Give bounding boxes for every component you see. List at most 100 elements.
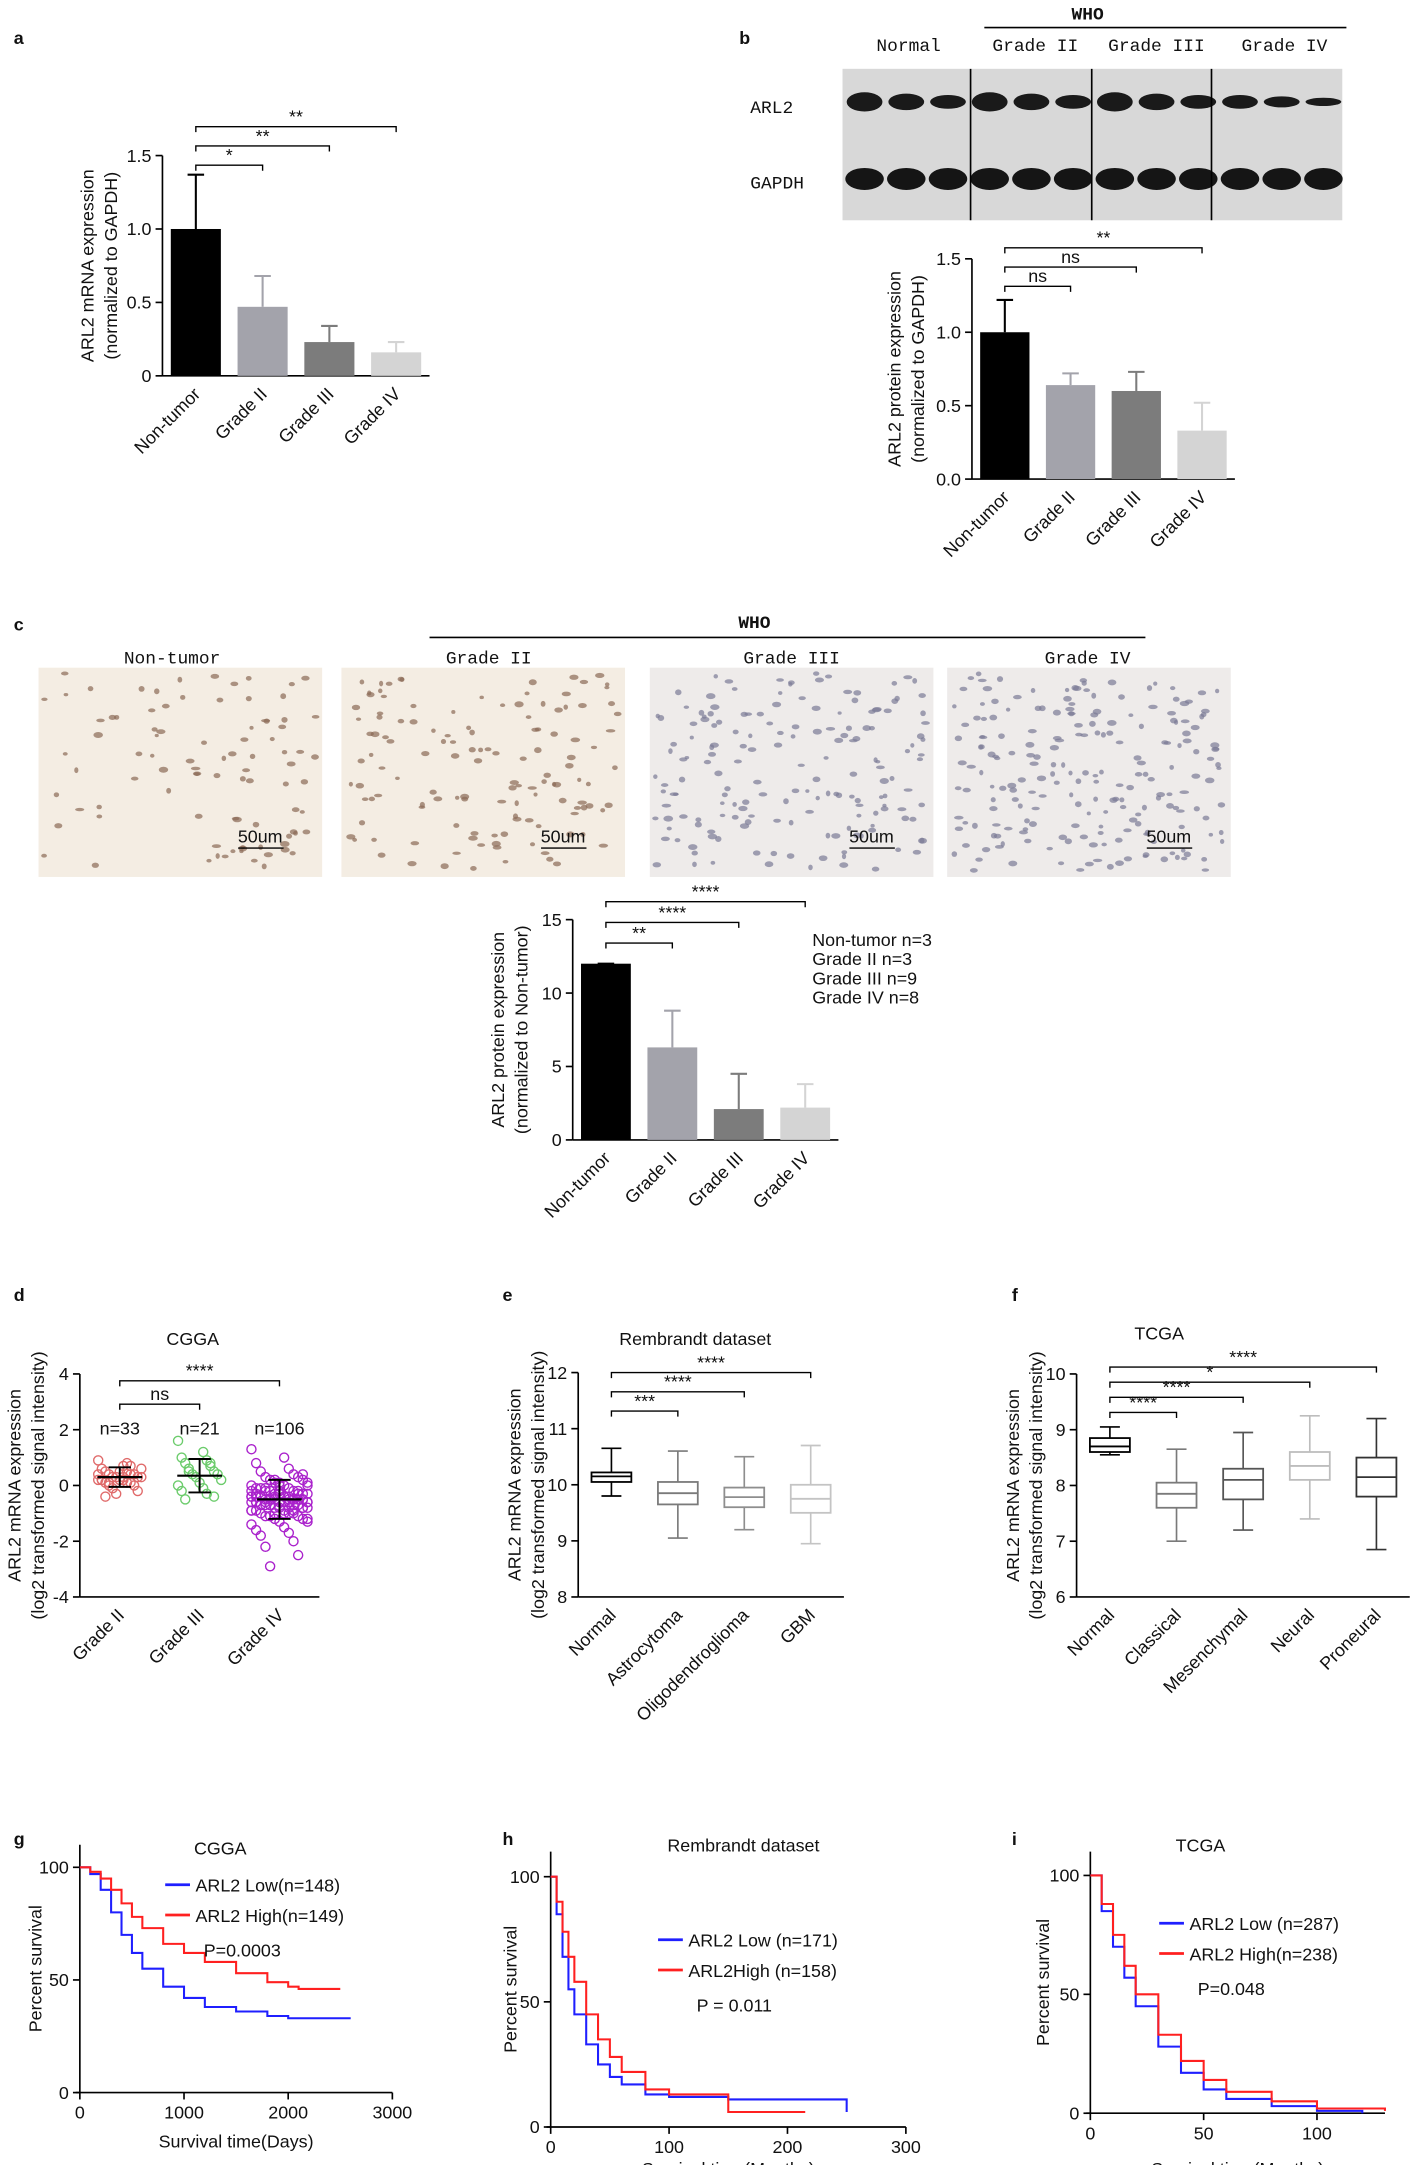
nucleus	[499, 703, 506, 708]
nucleus	[716, 719, 723, 725]
y-axis-label: ARL2 mRNA expression	[5, 1389, 25, 1582]
nucleus	[477, 843, 486, 847]
nucleus	[570, 811, 579, 816]
nucleus	[231, 816, 240, 821]
nucleus	[240, 737, 249, 742]
nucleus	[1148, 704, 1158, 710]
x-tick-label: Grade IV	[1146, 487, 1211, 552]
blot-lane-label: Grade IV	[1242, 37, 1328, 57]
nucleus	[1119, 797, 1125, 803]
nucleus	[288, 681, 295, 687]
bar	[780, 1107, 831, 1140]
x-tick-label: Grade II	[211, 384, 271, 444]
nucleus	[1169, 764, 1174, 770]
nucleus	[1050, 771, 1056, 777]
significance-bracket	[195, 145, 331, 152]
nucleus	[1123, 828, 1132, 833]
nucleus	[1092, 773, 1099, 778]
nucleus	[998, 733, 1005, 739]
nucleus	[1170, 686, 1176, 691]
nucleus	[63, 692, 69, 697]
nucleus	[53, 792, 60, 798]
nucleus	[748, 814, 755, 818]
nucleus	[957, 760, 967, 766]
blot-row-label: ARL2	[750, 99, 793, 119]
nucleus	[992, 754, 1000, 759]
data-point	[302, 1496, 313, 1508]
nucleus	[452, 851, 461, 855]
nucleus	[468, 747, 476, 753]
survival-curve	[550, 1875, 848, 2112]
nucleus	[570, 737, 581, 743]
panel-letter: b	[739, 28, 750, 48]
data-point	[110, 1488, 122, 1500]
blot-band	[1222, 94, 1258, 109]
y-tick-label: 9	[1056, 1420, 1066, 1440]
y-tick-label: 0	[141, 366, 151, 386]
nucleus	[1208, 832, 1214, 837]
nucleus	[966, 764, 976, 769]
n-label: n=106	[254, 1419, 304, 1439]
chart-title: CGGA	[194, 1838, 247, 1858]
nucleus	[833, 791, 840, 797]
blot-band	[888, 93, 925, 111]
y-tick-label: 50	[49, 1970, 69, 1990]
y-tick-label: 0.5	[936, 396, 961, 416]
nucleus	[491, 840, 501, 847]
nucleus	[1134, 772, 1143, 777]
x-tick-label: 0	[546, 2137, 556, 2157]
nucleus	[679, 814, 688, 819]
nucleus	[580, 832, 586, 837]
data-point	[92, 1455, 104, 1466]
blot-band	[1220, 167, 1260, 190]
nucleus	[1008, 750, 1016, 756]
nucleus	[788, 819, 794, 826]
nucleus	[1026, 752, 1036, 758]
nucleus	[1058, 834, 1068, 841]
x-tick-label: Normal	[1063, 1605, 1118, 1660]
nucleus	[875, 765, 885, 770]
nucleus	[1107, 679, 1117, 686]
data-point	[205, 1460, 216, 1472]
nucleus	[1009, 787, 1018, 793]
nucleus	[1190, 724, 1200, 731]
nucleus	[1179, 790, 1190, 794]
bar	[237, 306, 288, 376]
nucleus	[952, 704, 957, 709]
y-tick-label: 1.0	[936, 322, 961, 342]
nucleus	[1147, 777, 1155, 782]
nucleus	[1197, 690, 1207, 696]
nucleus	[514, 701, 524, 708]
significance-bracket	[1004, 266, 1137, 273]
legend-label: ARL2 Low(n=148)	[195, 1876, 340, 1896]
panel-letter: d	[14, 1285, 25, 1305]
survival-curve	[1090, 1874, 1386, 2111]
nucleus	[379, 680, 384, 687]
nucleus	[1000, 841, 1005, 847]
x-tick-label: 100	[1302, 2123, 1332, 2143]
p-value: P=0.0003	[204, 1940, 281, 1960]
nucleus	[805, 809, 814, 814]
bar	[1111, 390, 1161, 480]
nucleus	[1172, 805, 1180, 811]
nucleus	[138, 686, 145, 692]
nucleus	[788, 682, 793, 687]
nucleus	[721, 792, 728, 798]
bar	[1045, 385, 1096, 480]
y-tick-label: 12	[547, 1363, 567, 1383]
nucleus	[454, 795, 460, 800]
nucleus	[873, 810, 879, 816]
nucleus	[1153, 681, 1158, 686]
nucleus	[154, 688, 160, 695]
nucleus	[533, 792, 538, 797]
nucleus	[773, 818, 781, 823]
nucleus	[440, 863, 449, 870]
chart-title: Rembrandt dataset	[619, 1329, 771, 1349]
nucleus	[1052, 709, 1061, 716]
nucleus	[192, 771, 202, 776]
nucleus	[740, 711, 748, 717]
nucleus	[841, 850, 848, 855]
nucleus	[407, 861, 417, 867]
histology-image	[38, 667, 323, 877]
